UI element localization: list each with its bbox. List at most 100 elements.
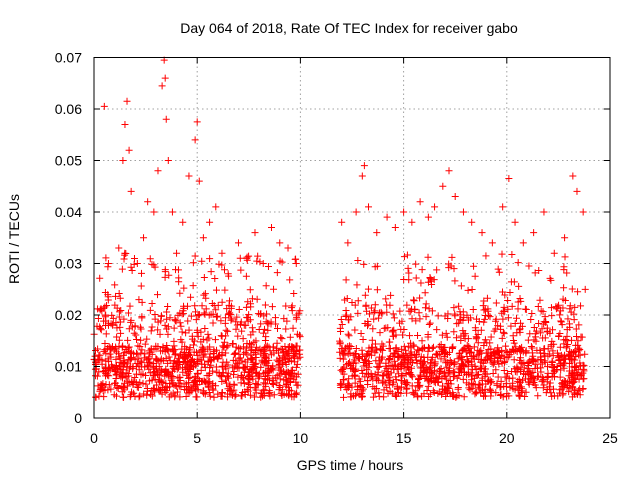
data-point	[221, 286, 229, 294]
data-point	[190, 363, 198, 371]
data-point	[137, 336, 145, 344]
data-point	[527, 316, 535, 324]
data-point	[401, 346, 409, 354]
data-point	[375, 309, 383, 317]
data-point	[365, 203, 373, 211]
data-point	[278, 258, 286, 266]
data-point	[500, 366, 508, 374]
data-point	[479, 359, 487, 367]
data-point	[348, 372, 356, 380]
data-point	[137, 349, 145, 357]
data-point	[248, 372, 256, 380]
data-point	[224, 327, 232, 335]
y-tick-label: 0.05	[55, 153, 82, 169]
data-point	[199, 234, 207, 242]
data-point	[401, 358, 409, 366]
data-point	[400, 208, 408, 216]
data-point	[259, 329, 267, 337]
data-point	[138, 346, 146, 354]
x-tick-label: 25	[602, 430, 618, 446]
data-point	[541, 352, 549, 360]
data-point	[165, 353, 173, 361]
data-point	[180, 284, 188, 292]
data-point	[438, 331, 446, 339]
data-point	[373, 262, 381, 270]
data-point	[215, 260, 223, 268]
data-point	[469, 306, 477, 314]
data-point	[515, 344, 523, 352]
data-point	[218, 298, 226, 306]
data-point	[204, 330, 212, 338]
data-point	[534, 356, 542, 364]
data-point	[185, 374, 193, 382]
data-point	[127, 349, 135, 357]
y-tick-label: 0	[74, 410, 82, 426]
data-point	[358, 172, 366, 180]
data-point	[137, 325, 145, 333]
data-point	[358, 350, 366, 358]
data-point	[228, 315, 236, 323]
data-point	[130, 389, 138, 397]
data-point	[176, 319, 184, 327]
data-point	[164, 330, 172, 338]
data-point	[154, 326, 162, 334]
data-point	[197, 338, 205, 346]
data-point	[134, 342, 142, 350]
data-point	[292, 315, 300, 323]
data-point	[385, 338, 393, 346]
data-point	[406, 332, 414, 340]
data-point	[100, 317, 108, 325]
data-point	[225, 383, 233, 391]
data-point	[576, 346, 584, 354]
data-point	[224, 361, 232, 369]
data-point	[492, 299, 500, 307]
data-point	[161, 74, 169, 82]
data-point	[344, 383, 352, 391]
data-point	[282, 376, 290, 384]
data-point	[471, 324, 479, 332]
data-point	[163, 308, 171, 316]
data-point	[284, 343, 292, 351]
data-point	[202, 305, 210, 313]
data-point	[383, 301, 391, 309]
x-tick-label: 10	[293, 430, 309, 446]
data-point	[485, 376, 493, 384]
data-point	[282, 325, 290, 333]
data-point	[536, 349, 544, 357]
y-tick-label: 0.03	[55, 256, 82, 272]
data-point	[558, 321, 566, 329]
data-point	[365, 360, 373, 368]
data-point	[532, 384, 540, 392]
data-point	[439, 182, 447, 190]
data-point	[559, 361, 567, 369]
data-point	[420, 368, 428, 376]
data-point	[424, 382, 432, 390]
data-point	[263, 359, 271, 367]
data-point	[111, 301, 119, 309]
data-point	[288, 304, 296, 312]
data-point	[431, 203, 439, 211]
data-point	[481, 365, 489, 373]
data-point	[351, 379, 359, 387]
y-axis-ticks: 0 0.01 0.02 0.03 0.04 0.05 0.06 0.07	[55, 50, 610, 426]
data-point	[287, 357, 295, 365]
data-point	[96, 325, 104, 333]
data-point	[579, 208, 587, 216]
x-axis-label: GPS time / hours	[297, 457, 404, 473]
data-point	[494, 344, 502, 352]
data-point	[277, 366, 285, 374]
data-point	[565, 388, 573, 396]
data-point	[107, 353, 115, 361]
data-point	[102, 321, 110, 329]
data-point	[143, 391, 151, 399]
data-point	[441, 368, 449, 376]
data-point	[571, 303, 579, 311]
data-point	[212, 203, 220, 211]
data-point	[537, 368, 545, 376]
data-point	[499, 315, 507, 323]
data-point	[498, 346, 506, 354]
data-point	[148, 376, 156, 384]
data-point	[488, 359, 496, 367]
data-point	[153, 356, 161, 364]
data-point	[530, 336, 538, 344]
